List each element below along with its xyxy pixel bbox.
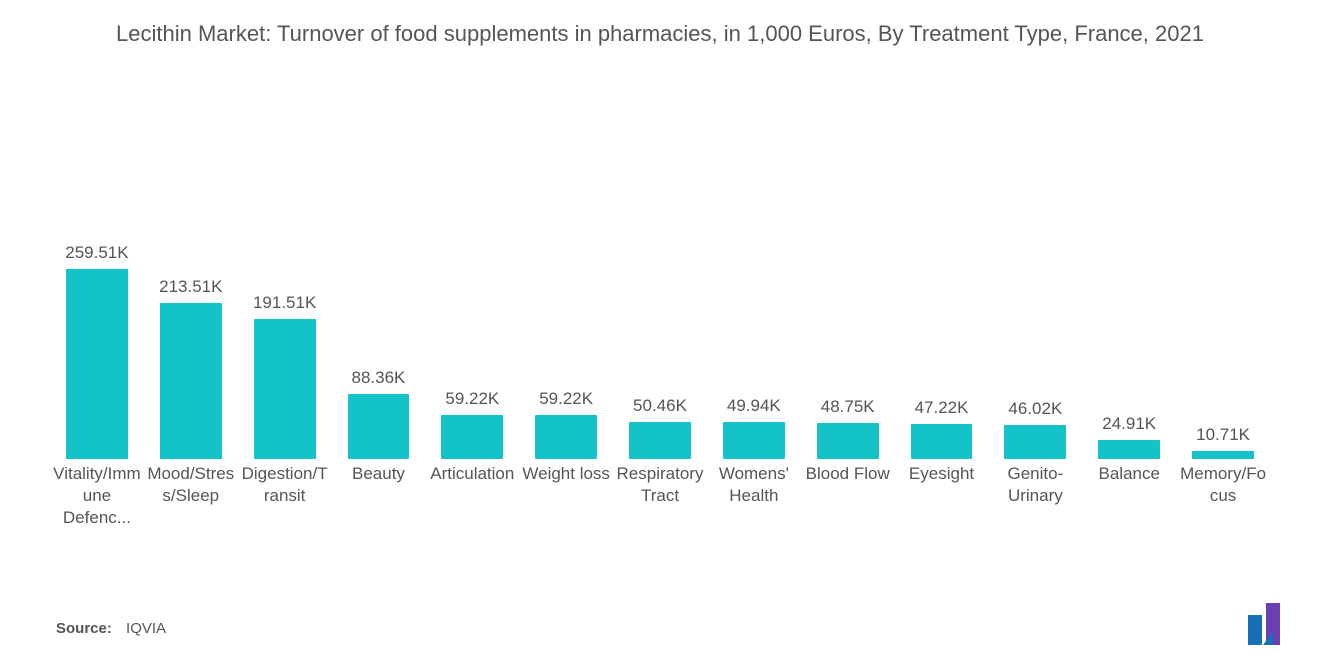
- bar-column: 46.02K: [988, 399, 1082, 459]
- x-axis-tick: Weight loss: [519, 463, 613, 529]
- x-axis: Vitality/Immune Defenc...Mood/Stress/Sle…: [40, 459, 1280, 529]
- x-axis-label: Respiratory Tract: [615, 463, 705, 529]
- x-axis-tick: Balance: [1082, 463, 1176, 529]
- chart-container: Lecithin Market: Turnover of food supple…: [0, 0, 1320, 665]
- bar-value-label: 50.46K: [633, 396, 687, 416]
- bar-column: 88.36K: [332, 368, 426, 459]
- logo-accent-triangle: [1263, 631, 1273, 645]
- brand-logo: [1248, 603, 1280, 645]
- x-axis-label: Memory/Focus: [1178, 463, 1268, 529]
- bar: [66, 269, 128, 459]
- x-axis-label: Digestion/Transit: [240, 463, 330, 529]
- x-axis-label: Womens' Health: [709, 463, 799, 529]
- x-axis-label: Mood/Stress/Sleep: [146, 463, 236, 529]
- x-axis-label: Weight loss: [522, 463, 610, 529]
- bar-value-label: 191.51K: [253, 293, 316, 313]
- bar: [1098, 440, 1160, 458]
- bar-column: 49.94K: [707, 396, 801, 458]
- bar-value-label: 59.22K: [445, 389, 499, 409]
- bar-value-label: 24.91K: [1102, 414, 1156, 434]
- bar-value-label: 49.94K: [727, 396, 781, 416]
- x-axis-label: Articulation: [430, 463, 514, 529]
- bar-value-label: 46.02K: [1008, 399, 1062, 419]
- bar-value-label: 59.22K: [539, 389, 593, 409]
- bar-column: 47.22K: [895, 398, 989, 459]
- x-axis-tick: Memory/Focus: [1176, 463, 1270, 529]
- bar-column: 59.22K: [519, 389, 613, 458]
- x-axis-tick: Genito-Urinary: [988, 463, 1082, 529]
- bar: [817, 423, 879, 459]
- logo-bar-right-wrap: [1266, 603, 1280, 645]
- x-axis-label: Eyesight: [909, 463, 974, 529]
- x-axis-label: Genito-Urinary: [990, 463, 1080, 529]
- bar-value-label: 48.75K: [821, 397, 875, 417]
- bar: [629, 422, 691, 459]
- bar-value-label: 259.51K: [65, 243, 128, 263]
- x-axis-tick: Beauty: [332, 463, 426, 529]
- bar-column: 59.22K: [425, 389, 519, 458]
- bar-value-label: 88.36K: [352, 368, 406, 388]
- source-value: IQVIA: [126, 620, 166, 637]
- bar: [348, 394, 410, 459]
- x-axis-tick: Womens' Health: [707, 463, 801, 529]
- x-axis-tick: Eyesight: [895, 463, 989, 529]
- bar-column: 259.51K: [50, 243, 144, 459]
- x-axis-label: Balance: [1099, 463, 1160, 529]
- bar: [1192, 451, 1254, 459]
- bar: [441, 415, 503, 458]
- bar: [723, 422, 785, 458]
- bar-value-label: 10.71K: [1196, 425, 1250, 445]
- logo-bar-left: [1248, 615, 1262, 645]
- bar: [1004, 425, 1066, 459]
- bar: [535, 415, 597, 458]
- x-axis-tick: Respiratory Tract: [613, 463, 707, 529]
- bar-column: 191.51K: [238, 293, 332, 459]
- bar-chart: 259.51K 213.51K 191.51K 88.36K 59.22K 59.22K 5…: [40, 89, 1280, 459]
- bar-value-label: 213.51K: [159, 277, 222, 297]
- x-axis-tick: Articulation: [425, 463, 519, 529]
- chart-title: Lecithin Market: Turnover of food supple…: [110, 20, 1210, 49]
- bar-column: 10.71K: [1176, 425, 1270, 459]
- source-attribution: Source: IQVIA: [56, 620, 166, 637]
- x-axis-tick: Mood/Stress/Sleep: [144, 463, 238, 529]
- bar-column: 24.91K: [1082, 414, 1176, 458]
- x-axis-tick: Blood Flow: [801, 463, 895, 529]
- bar-column: 48.75K: [801, 397, 895, 459]
- bar: [160, 303, 222, 459]
- bar-column: 50.46K: [613, 396, 707, 459]
- bar-value-label: 47.22K: [915, 398, 969, 418]
- source-key: Source:: [56, 620, 112, 637]
- x-axis-label: Beauty: [352, 463, 405, 529]
- x-axis-tick: Vitality/Immune Defenc...: [50, 463, 144, 529]
- bar: [254, 319, 316, 459]
- x-axis-label: Blood Flow: [806, 463, 890, 529]
- bar-column: 213.51K: [144, 277, 238, 459]
- bar: [911, 424, 973, 459]
- x-axis-label: Vitality/Immune Defenc...: [52, 463, 142, 529]
- x-axis-tick: Digestion/Transit: [238, 463, 332, 529]
